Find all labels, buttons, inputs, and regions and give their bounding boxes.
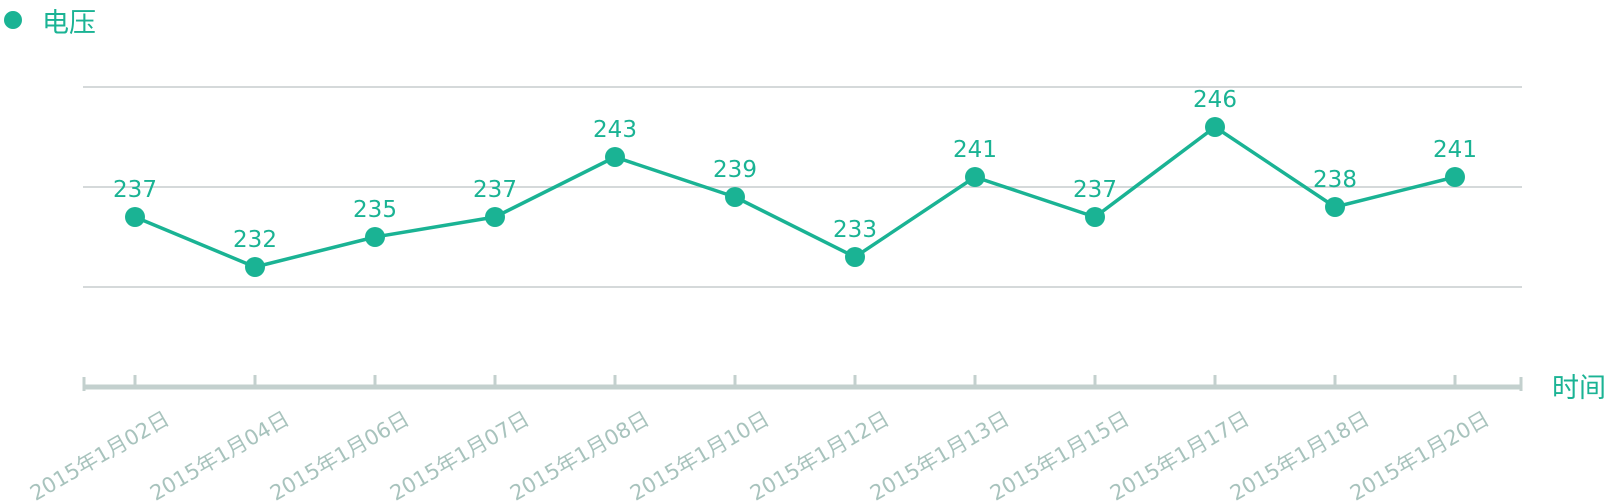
data-point xyxy=(125,207,145,227)
data-point xyxy=(1445,167,1465,187)
data-point xyxy=(725,187,745,207)
data-label: 237 xyxy=(113,177,157,203)
data-point xyxy=(485,207,505,227)
data-point xyxy=(965,167,985,187)
data-label: 237 xyxy=(473,177,517,203)
data-point xyxy=(845,247,865,267)
legend-label: 电压 xyxy=(42,7,96,39)
data-label: 233 xyxy=(833,217,877,243)
data-label: 237 xyxy=(1073,177,1117,203)
data-label: 241 xyxy=(953,137,997,163)
data-label: 239 xyxy=(713,157,757,183)
data-point xyxy=(245,257,265,277)
data-point xyxy=(1325,197,1345,217)
data-label: 238 xyxy=(1313,167,1357,193)
legend-marker-icon xyxy=(4,11,22,29)
legend: 电压 xyxy=(0,0,96,40)
data-label: 246 xyxy=(1193,87,1237,113)
data-point xyxy=(1205,117,1225,137)
data-point xyxy=(1085,207,1105,227)
series-line xyxy=(134,125,1456,269)
data-label: 235 xyxy=(353,197,397,223)
data-label: 243 xyxy=(593,117,637,143)
data-point xyxy=(605,147,625,167)
data-label: 241 xyxy=(1433,137,1477,163)
x-axis-title: 时间 xyxy=(1552,373,1606,404)
data-point xyxy=(365,227,385,247)
data-label: 232 xyxy=(233,227,277,253)
